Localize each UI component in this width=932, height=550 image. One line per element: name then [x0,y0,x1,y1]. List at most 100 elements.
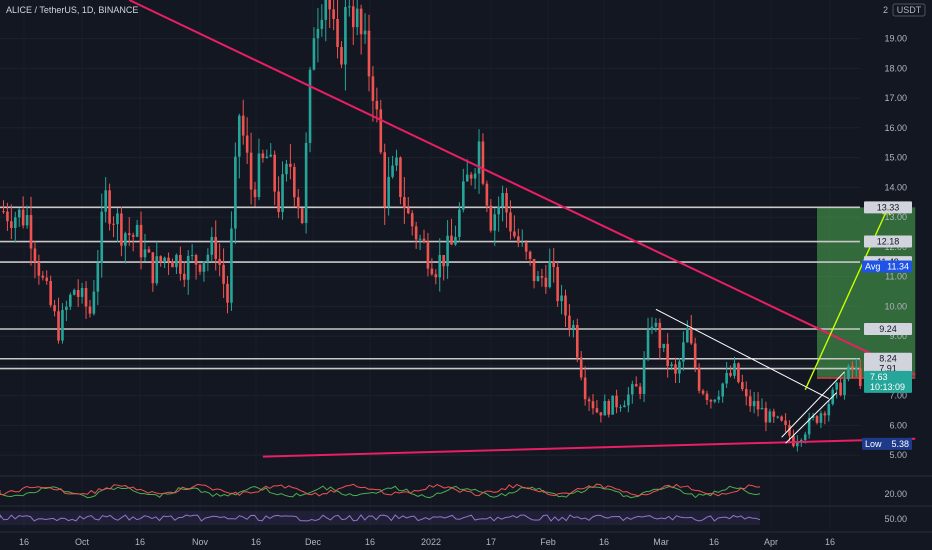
candle-body [544,277,548,288]
candle-body [29,215,33,249]
candle-body [65,306,68,310]
level-tag-label: 9.24 [879,324,897,334]
candle-body [760,407,764,410]
candle-body [332,9,335,19]
candle-body [422,238,426,242]
horizontal-levels [0,206,860,370]
y-tick-label: 11.00 [885,272,907,282]
candle-body [336,18,339,47]
candle-body [501,193,504,207]
candle-body [575,324,579,358]
candle-body [748,396,752,407]
candle-body [642,358,646,394]
candle-body [807,417,811,435]
candle-body [226,283,229,303]
candle-body [88,306,92,314]
candle-body [847,366,850,380]
candle-body [273,154,276,192]
low-tag [862,437,912,450]
candle-body [634,384,638,387]
candle-body [744,389,748,397]
candle-body [556,267,559,302]
candle-body [658,322,662,348]
candle-body [560,295,563,302]
candle-body [151,252,155,284]
wedge-upper-line [655,308,830,400]
x-tick-label: Dec [305,537,322,547]
candle-body [277,191,280,212]
candle-body [721,383,724,397]
drawings [128,0,916,458]
candle-body [190,255,194,257]
candle-body [839,382,842,396]
candle-body [261,153,265,159]
y-tick-label: 10.00 [884,301,907,311]
candle-body [756,401,760,410]
grid [0,38,860,456]
candle-body [69,294,72,307]
candle-body [497,206,500,215]
candle-body [414,226,418,240]
candle-body [175,254,178,268]
candle-body [733,363,736,376]
x-tick-label: Apr [764,537,778,547]
avg-tag-value: 11.34 [887,262,909,272]
candle-body [430,268,434,275]
candle-body [465,174,469,182]
candle-body [446,235,449,267]
candle-body [45,277,49,281]
candle-body [289,163,292,167]
candle-body [827,404,831,416]
candle-body [418,238,422,240]
candle-body [234,156,237,229]
candle-body [6,211,9,222]
candle-body [627,394,630,406]
candle-body [344,7,347,65]
candle-body [803,434,807,440]
candle-body [76,289,80,297]
candle-body [241,115,245,136]
candle-body [116,213,119,225]
indicator-1-label: 20.00 [884,489,907,499]
price-axis[interactable]: 5.006.007.008.009.0010.0011.0012.0013.00… [862,34,912,524]
candle-body [135,224,139,237]
candle-body [646,330,650,359]
candle-body [163,257,166,262]
candle-body [37,261,41,276]
candle-body [49,280,52,306]
candle-body [776,416,780,418]
candle-body [359,8,363,35]
candle-body [84,288,88,307]
candle-body [855,367,858,369]
low-tag-value: 5.38 [891,439,909,449]
candle-body [540,276,544,278]
y-tick-label: 5.00 [889,450,907,460]
candle-body [737,363,740,383]
candle-body [583,377,587,400]
candle-body [13,217,17,229]
candle-body [257,153,261,198]
candle-body [462,181,465,210]
candle-body [198,264,202,272]
candle-body [823,413,827,416]
candle-body [485,183,489,206]
candle-body [654,322,658,327]
last-price-tag [864,370,912,393]
low-tag-label: Low [865,439,882,449]
candle-body [131,234,135,237]
candle-body [214,236,218,260]
candle-body [489,205,493,231]
y-tick-label: 19.00 [884,34,907,44]
candle-body [520,241,524,244]
candle-body [631,384,634,395]
candle-body [300,208,304,224]
currency-badge[interactable]: 2 USDT [883,3,926,17]
time-axis[interactable]: 16 Oct 16 Nov 16 Dec 16 2022 17 Feb 16 Mar 16 Apr 16 [0,531,932,547]
x-tick-label: Oct [75,537,90,547]
candle-body [788,424,791,436]
candle-body [10,221,13,229]
candle-body [80,288,84,297]
candle-body [662,343,666,348]
candle-body [316,28,320,39]
